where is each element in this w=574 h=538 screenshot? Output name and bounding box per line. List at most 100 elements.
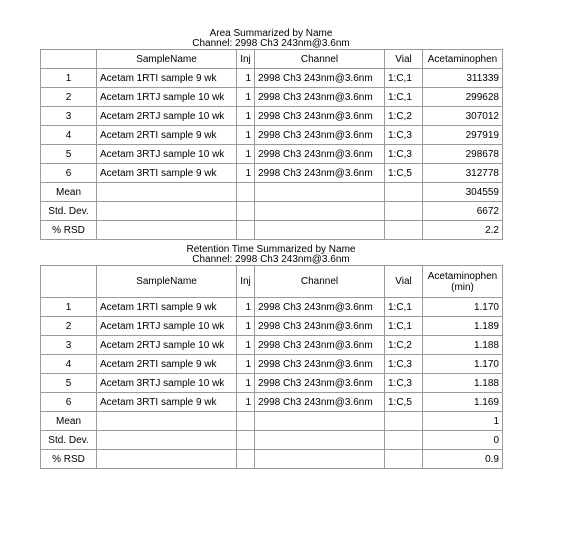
header-index: [40, 265, 97, 298]
cell-inj: 1: [236, 392, 255, 412]
area-table-title: Area Summarized by Name: [209, 28, 333, 39]
cell-sample-name: Acetam 3RTJ sample 10 wk: [96, 373, 237, 393]
empty-cell: [236, 430, 255, 450]
table-row: 5 Acetam 3RTJ sample 10 wk 1 2998 Ch3 243nm…: [40, 373, 503, 393]
cell-index: 2: [40, 316, 97, 336]
cell-vial: 1:C,3: [384, 373, 423, 393]
area-table: SampleName Inj Channel Vial Acetaminophe…: [40, 49, 503, 240]
cell-vial: 1:C,2: [384, 106, 423, 126]
summary-value: 1: [422, 411, 503, 431]
empty-cell: [384, 182, 423, 202]
cell-inj: 1: [236, 106, 255, 126]
empty-cell: [384, 411, 423, 431]
empty-cell: [254, 430, 385, 450]
header-vial: Vial: [384, 49, 423, 69]
cell-inj: 1: [236, 316, 255, 336]
summary-row: Std. Dev. 6672: [40, 201, 503, 221]
table-row: 2 Acetam 1RTJ sample 10 wk 1 2998 Ch3 243nm…: [40, 316, 503, 336]
cell-channel: 2998 Ch3 243nm@3.6nm: [254, 68, 385, 88]
table-header-row: SampleName Inj Channel Vial Acetaminophe…: [40, 265, 503, 298]
rt-table-channel: Channel: 2998 Ch3 243nm@3.6nm: [192, 254, 350, 265]
header-sample-name: SampleName: [96, 49, 237, 69]
cell-sample-name: Acetam 3RTI sample 9 wk: [96, 163, 237, 183]
empty-cell: [384, 449, 423, 469]
cell-channel: 2998 Ch3 243nm@3.6nm: [254, 335, 385, 355]
rt-table: SampleName Inj Channel Vial Acetaminophe…: [40, 265, 503, 469]
cell-value: 1.170: [422, 354, 503, 374]
cell-value: 297919: [422, 125, 503, 145]
empty-cell: [236, 182, 255, 202]
header-index: [40, 49, 97, 69]
empty-cell: [254, 182, 385, 202]
cell-index: 6: [40, 163, 97, 183]
cell-value: 312778: [422, 163, 503, 183]
cell-index: 1: [40, 68, 97, 88]
cell-vial: 1:C,1: [384, 68, 423, 88]
cell-channel: 2998 Ch3 243nm@3.6nm: [254, 373, 385, 393]
cell-inj: 1: [236, 354, 255, 374]
header-acetaminophen-label: Acetaminophen: [427, 270, 498, 282]
cell-value: 307012: [422, 106, 503, 126]
table-header-row: SampleName Inj Channel Vial Acetaminophe…: [40, 49, 503, 69]
header-acetaminophen-min: Acetaminophen (min): [422, 265, 503, 298]
summary-label: Mean: [40, 411, 97, 431]
cell-vial: 1:C,5: [384, 392, 423, 412]
cell-sample-name: Acetam 2RTI sample 9 wk: [96, 354, 237, 374]
summary-value: 6672: [422, 201, 503, 221]
cell-sample-name: Acetam 1RTI sample 9 wk: [96, 297, 237, 317]
cell-sample-name: Acetam 3RTI sample 9 wk: [96, 392, 237, 412]
summary-label: Std. Dev.: [40, 430, 97, 450]
cell-index: 2: [40, 87, 97, 107]
cell-inj: 1: [236, 373, 255, 393]
cell-index: 6: [40, 392, 97, 412]
header-inj: Inj: [236, 49, 255, 69]
cell-channel: 2998 Ch3 243nm@3.6nm: [254, 392, 385, 412]
cell-inj: 1: [236, 68, 255, 88]
cell-vial: 1:C,3: [384, 354, 423, 374]
cell-channel: 2998 Ch3 243nm@3.6nm: [254, 354, 385, 374]
cell-inj: 1: [236, 144, 255, 164]
cell-vial: 1:C,3: [384, 125, 423, 145]
header-inj: Inj: [236, 265, 255, 298]
empty-cell: [384, 430, 423, 450]
cell-vial: 1:C,1: [384, 316, 423, 336]
empty-cell: [96, 201, 237, 221]
table-row: 6 Acetam 3RTI sample 9 wk 1 2998 Ch3 243nm@…: [40, 392, 503, 412]
cell-channel: 2998 Ch3 243nm@3.6nm: [254, 106, 385, 126]
cell-channel: 2998 Ch3 243nm@3.6nm: [254, 144, 385, 164]
cell-value: 311339: [422, 68, 503, 88]
header-channel: Channel: [254, 49, 385, 69]
cell-index: 4: [40, 125, 97, 145]
summary-value: 304559: [422, 182, 503, 202]
cell-channel: 2998 Ch3 243nm@3.6nm: [254, 87, 385, 107]
cell-vial: 1:C,2: [384, 335, 423, 355]
cell-index: 5: [40, 373, 97, 393]
summary-row: % RSD 2.2: [40, 220, 503, 240]
cell-sample-name: Acetam 2RTJ sample 10 wk: [96, 335, 237, 355]
cell-channel: 2998 Ch3 243nm@3.6nm: [254, 125, 385, 145]
cell-vial: 1:C,1: [384, 87, 423, 107]
empty-cell: [384, 220, 423, 240]
summary-value: 0.9: [422, 449, 503, 469]
empty-cell: [236, 201, 255, 221]
table-row: 3 Acetam 2RTJ sample 10 wk 1 2998 Ch3 243nm…: [40, 335, 503, 355]
cell-value: 298678: [422, 144, 503, 164]
cell-channel: 2998 Ch3 243nm@3.6nm: [254, 297, 385, 317]
cell-value: 1.188: [422, 335, 503, 355]
summary-value: 0: [422, 430, 503, 450]
cell-vial: 1:C,5: [384, 163, 423, 183]
table-row: 5 Acetam 3RTJ sample 10 wk 1 2998 Ch3 243nm…: [40, 144, 503, 164]
cell-sample-name: Acetam 1RTJ sample 10 wk: [96, 316, 237, 336]
cell-sample-name: Acetam 2RTI sample 9 wk: [96, 125, 237, 145]
table-row: 4 Acetam 2RTI sample 9 wk 1 2998 Ch3 243nm@…: [40, 125, 503, 145]
cell-index: 4: [40, 354, 97, 374]
table-row: 4 Acetam 2RTI sample 9 wk 1 2998 Ch3 243nm@…: [40, 354, 503, 374]
empty-cell: [96, 430, 237, 450]
cell-inj: 1: [236, 297, 255, 317]
cell-sample-name: Acetam 1RTJ sample 10 wk: [96, 87, 237, 107]
summary-label: % RSD: [40, 449, 97, 469]
cell-value: 1.189: [422, 316, 503, 336]
cell-inj: 1: [236, 335, 255, 355]
cell-inj: 1: [236, 125, 255, 145]
table-row: 1 Acetam 1RTI sample 9 wk 1 2998 Ch3 243nm@…: [40, 297, 503, 317]
